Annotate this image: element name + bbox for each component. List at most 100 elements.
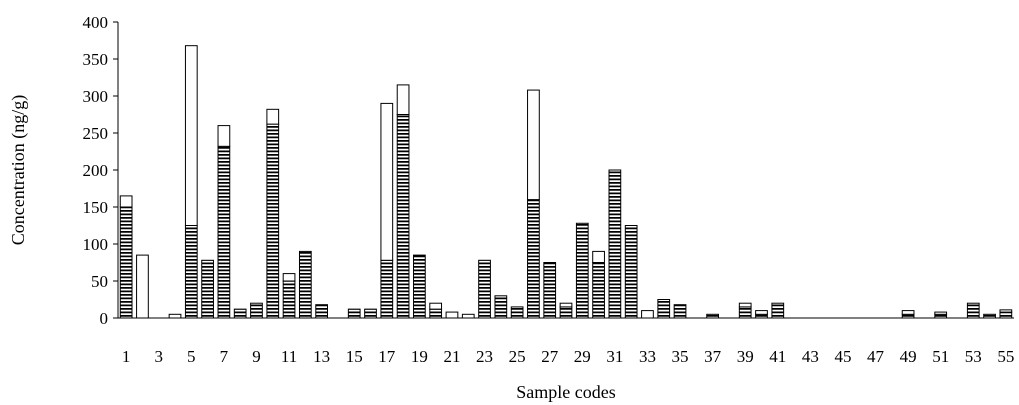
x-tick-label: 25 — [509, 347, 526, 366]
bar-segment-striped-sample-10 — [266, 123, 280, 319]
x-tick-label: 55 — [997, 347, 1014, 366]
y-tick-label: 250 — [83, 124, 109, 143]
bar-segment-striped-sample-32 — [624, 225, 638, 319]
bar-segment-striped-sample-39 — [738, 306, 752, 319]
y-tick-label: 400 — [83, 13, 109, 32]
y-tick-label: 0 — [100, 309, 109, 328]
y-tick-label: 200 — [83, 161, 109, 180]
x-axis-title: Sample codes — [516, 382, 615, 402]
bar-segment-open-sample-28 — [559, 302, 573, 308]
x-tick-label: 31 — [606, 347, 623, 366]
x-tick-label: 37 — [704, 347, 722, 366]
bar-segment-open-sample-26 — [527, 89, 540, 201]
bar-segment-striped-sample-40 — [755, 313, 768, 319]
bar-segment-striped-sample-20 — [429, 308, 443, 319]
bar-segment-striped-sample-49 — [901, 313, 915, 319]
bar-segment-striped-sample-5 — [184, 225, 198, 319]
x-tick-label: 35 — [672, 347, 689, 366]
x-tick-label: 51 — [932, 347, 949, 366]
bar-segment-open-sample-11 — [282, 273, 296, 282]
bar-segment-striped-sample-9 — [250, 302, 263, 319]
bar-segment-open-sample-18 — [396, 84, 410, 116]
bar-segment-open-sample-40 — [755, 310, 768, 315]
bar-segment-striped-sample-18 — [396, 114, 410, 319]
bar-segment-open-sample-55 — [999, 309, 1013, 313]
bar-segment-open-sample-21 — [445, 311, 459, 319]
bar-segment-striped-sample-37 — [706, 313, 719, 319]
x-tick-label: 13 — [313, 347, 330, 366]
y-axis-title: Concentration (ng/g) — [8, 95, 29, 245]
bar-segment-open-sample-7 — [217, 125, 231, 147]
bar-segment-open-sample-20 — [429, 302, 443, 310]
x-tick-label: 29 — [574, 347, 591, 366]
bar-segment-striped-sample-41 — [771, 302, 785, 319]
x-tick-label: 39 — [737, 347, 754, 366]
bar-segment-striped-sample-31 — [608, 169, 622, 319]
bar-segment-striped-sample-7 — [217, 145, 231, 319]
x-tick-label: 5 — [187, 347, 196, 366]
bar-segment-striped-sample-24 — [494, 295, 508, 319]
x-tick-label: 43 — [802, 347, 819, 366]
bar-segment-open-sample-10 — [266, 108, 280, 125]
bar-segment-striped-sample-26 — [527, 199, 540, 319]
bar-segment-open-sample-51 — [934, 311, 948, 315]
x-tick-label: 19 — [411, 347, 428, 366]
bar-segment-striped-sample-35 — [673, 304, 687, 319]
x-tick-label: 21 — [443, 347, 460, 366]
x-tick-label: 45 — [834, 347, 851, 366]
y-tick-label: 100 — [83, 235, 109, 254]
x-axis-ticks: 1 3 5 7 9 11 13 15 17 19 21 23 25 27 29 31 33 35 37 39 41 43 4… — [122, 347, 1014, 366]
x-tick-label: 9 — [252, 347, 261, 366]
x-tick-label: 49 — [900, 347, 917, 366]
bar-segment-striped-sample-29 — [575, 222, 589, 319]
bar-segment-striped-sample-53 — [966, 302, 980, 319]
bar-segment-open-sample-22 — [461, 313, 475, 319]
bar-segment-striped-sample-16 — [364, 308, 377, 319]
bar-segment-striped-sample-15 — [347, 308, 361, 319]
x-tick-label: 33 — [639, 347, 656, 366]
bar-segment-striped-sample-23 — [478, 259, 491, 319]
bar-segment-striped-sample-11 — [282, 280, 296, 319]
x-tick-label: 11 — [281, 347, 297, 366]
y-axis-ticks: 0 50 100 150 200 250 300 350 400 — [83, 13, 118, 328]
bar-segment-open-sample-30 — [592, 250, 605, 263]
bar-segment-open-sample-5 — [184, 45, 198, 227]
bar-segment-striped-sample-28 — [559, 306, 573, 319]
x-tick-label: 15 — [346, 347, 363, 366]
bar-segment-open-sample-4 — [168, 313, 182, 319]
x-tick-label: 3 — [154, 347, 163, 366]
y-tick-label: 300 — [83, 87, 109, 106]
bars — [119, 45, 1013, 319]
bar-segment-striped-sample-13 — [315, 304, 329, 319]
bar-segment-open-sample-2 — [136, 254, 149, 319]
bar-segment-striped-sample-25 — [510, 306, 524, 319]
bar-segment-striped-sample-51 — [934, 313, 948, 319]
x-tick-label: 53 — [965, 347, 982, 366]
bar-segment-striped-sample-1 — [119, 206, 133, 319]
x-tick-label: 17 — [378, 347, 396, 366]
x-tick-label: 27 — [541, 347, 559, 366]
bar-segment-striped-sample-55 — [999, 311, 1013, 319]
y-tick-label: 150 — [83, 198, 109, 217]
bar-segment-open-sample-39 — [738, 302, 752, 308]
bar-segment-open-sample-49 — [901, 310, 915, 315]
bar-segment-striped-sample-30 — [592, 262, 605, 319]
bar-segment-open-sample-33 — [641, 310, 654, 319]
x-tick-label: 41 — [769, 347, 786, 366]
bar-segment-striped-sample-8 — [233, 308, 247, 319]
bar-segment-open-sample-1 — [119, 195, 133, 208]
bar-segment-striped-sample-27 — [543, 262, 557, 319]
bar-segment-striped-sample-6 — [201, 259, 214, 319]
bar-segment-open-sample-17 — [380, 102, 394, 261]
x-tick-label: 47 — [867, 347, 885, 366]
bar-segment-striped-sample-19 — [413, 254, 426, 319]
bar-segment-striped-sample-54 — [983, 313, 996, 319]
y-tick-label: 350 — [83, 50, 109, 69]
bar-segment-striped-sample-34 — [657, 299, 671, 319]
y-tick-label: 50 — [91, 272, 108, 291]
x-tick-label: 23 — [476, 347, 493, 366]
x-tick-label: 1 — [122, 347, 131, 366]
x-tick-label: 7 — [220, 347, 229, 366]
bar-segment-striped-sample-17 — [380, 259, 394, 319]
